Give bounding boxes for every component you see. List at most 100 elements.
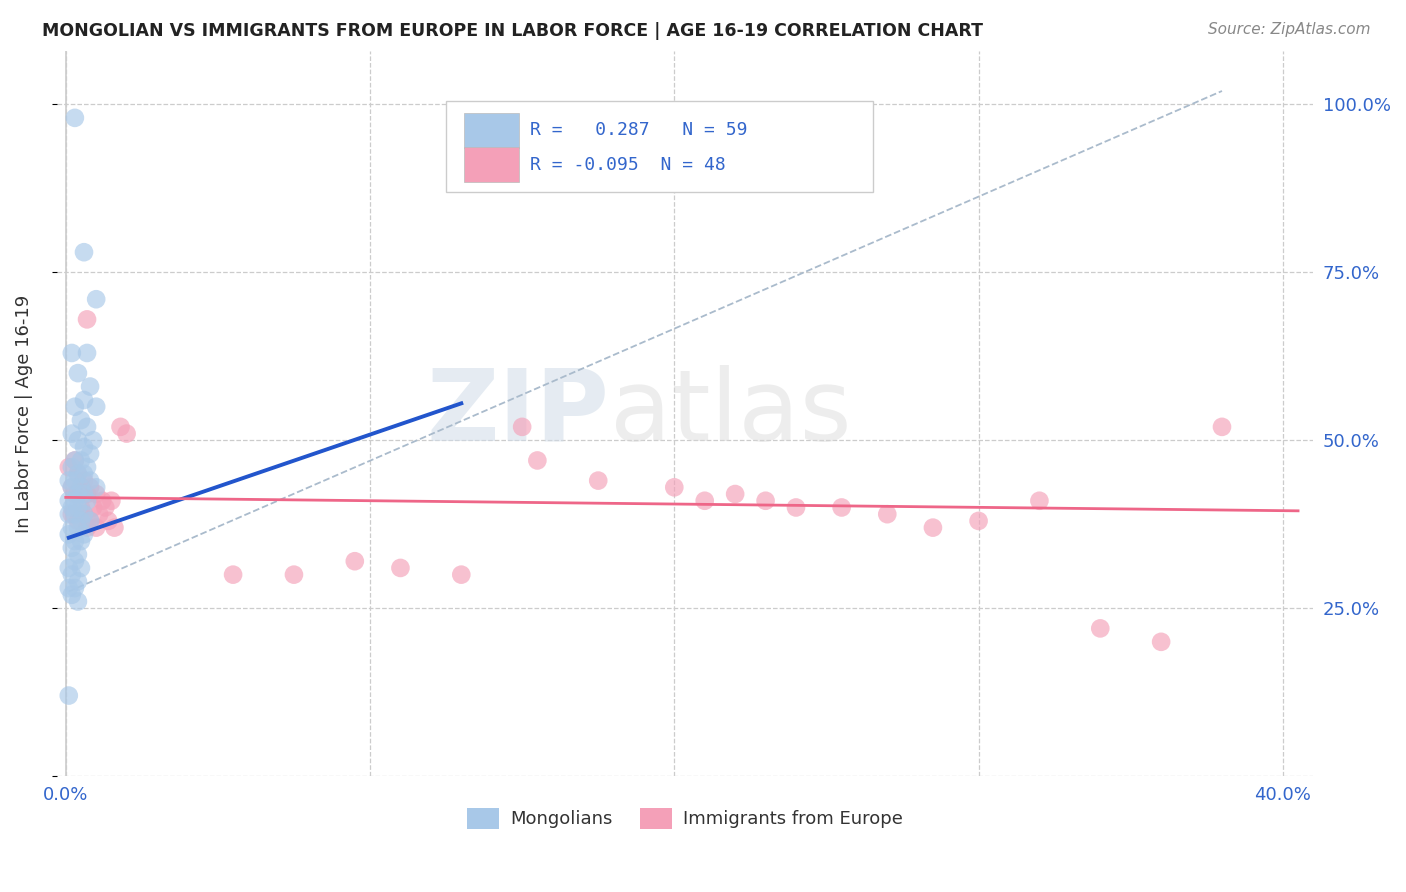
Point: [66, 467, 89, 481]
Point: [73, 507, 96, 521]
Point: [58, 507, 80, 521]
Point: [60, 507, 83, 521]
Point: [526, 453, 548, 467]
Point: [89, 507, 111, 521]
Point: [66, 574, 89, 589]
Point: [63, 554, 86, 568]
Point: [110, 420, 132, 434]
Point: [79, 514, 101, 528]
Point: [76, 487, 98, 501]
Point: [70, 514, 93, 528]
Point: [91, 493, 114, 508]
Point: [63, 453, 86, 467]
Point: [66, 467, 89, 481]
Text: R =   0.287   N = 59: R = 0.287 N = 59: [530, 121, 748, 139]
Point: [60, 426, 83, 441]
Point: [84, 400, 107, 414]
Point: [73, 507, 96, 521]
Point: [70, 561, 93, 575]
Point: [103, 521, 125, 535]
Point: [60, 521, 83, 535]
Point: [58, 493, 80, 508]
Point: [1211, 420, 1233, 434]
Point: [79, 379, 101, 393]
Point: [82, 434, 104, 448]
Point: [60, 500, 83, 515]
Point: [76, 493, 98, 508]
Point: [1028, 493, 1050, 508]
Point: [389, 561, 412, 575]
Point: [70, 534, 93, 549]
Point: [693, 493, 716, 508]
Point: [73, 467, 96, 481]
Point: [63, 453, 86, 467]
Point: [70, 500, 93, 515]
Point: [510, 420, 533, 434]
Point: [724, 487, 747, 501]
FancyBboxPatch shape: [464, 113, 519, 148]
Point: [73, 487, 96, 501]
Point: [58, 689, 80, 703]
Point: [115, 426, 138, 441]
Point: [63, 534, 86, 549]
Point: [967, 514, 990, 528]
Point: [63, 493, 86, 508]
Point: [58, 527, 80, 541]
Point: [94, 500, 117, 515]
FancyBboxPatch shape: [464, 147, 519, 182]
Point: [831, 500, 853, 515]
FancyBboxPatch shape: [446, 102, 873, 192]
Point: [63, 474, 86, 488]
Point: [60, 346, 83, 360]
Point: [60, 480, 83, 494]
Point: [58, 581, 80, 595]
Legend: Mongolians, Immigrants from Europe: Mongolians, Immigrants from Europe: [460, 801, 910, 836]
Point: [84, 521, 107, 535]
Point: [76, 460, 98, 475]
Point: [84, 487, 107, 501]
Point: [60, 588, 83, 602]
Point: [1090, 621, 1112, 635]
Point: [66, 366, 89, 380]
Point: [76, 420, 98, 434]
Point: [76, 346, 98, 360]
Point: [63, 507, 86, 521]
Point: [60, 460, 83, 475]
Point: [66, 434, 89, 448]
Point: [63, 400, 86, 414]
Point: [664, 480, 686, 494]
Point: [66, 548, 89, 562]
Point: [70, 480, 93, 494]
Point: [76, 521, 98, 535]
Point: [58, 474, 80, 488]
Point: [1150, 635, 1173, 649]
Point: [58, 561, 80, 575]
Point: [73, 474, 96, 488]
Point: [73, 392, 96, 407]
Text: MONGOLIAN VS IMMIGRANTS FROM EUROPE IN LABOR FORCE | AGE 16-19 CORRELATION CHART: MONGOLIAN VS IMMIGRANTS FROM EUROPE IN L…: [42, 22, 983, 40]
Point: [586, 474, 609, 488]
Point: [79, 447, 101, 461]
Point: [84, 480, 107, 494]
Y-axis label: In Labor Force | Age 16-19: In Labor Force | Age 16-19: [15, 294, 32, 533]
Text: R = -0.095  N = 48: R = -0.095 N = 48: [530, 155, 725, 174]
Point: [58, 460, 80, 475]
Point: [922, 521, 945, 535]
Point: [73, 440, 96, 454]
Point: [82, 500, 104, 515]
Point: [283, 567, 305, 582]
Point: [343, 554, 366, 568]
Point: [76, 312, 98, 326]
Point: [66, 487, 89, 501]
Point: [60, 541, 83, 555]
Point: [66, 500, 89, 515]
Point: [66, 514, 89, 528]
Text: Source: ZipAtlas.com: Source: ZipAtlas.com: [1208, 22, 1371, 37]
Point: [79, 474, 101, 488]
Point: [84, 292, 107, 306]
Point: [97, 514, 120, 528]
Point: [100, 493, 122, 508]
Point: [60, 480, 83, 494]
Point: [70, 413, 93, 427]
Point: [876, 507, 898, 521]
